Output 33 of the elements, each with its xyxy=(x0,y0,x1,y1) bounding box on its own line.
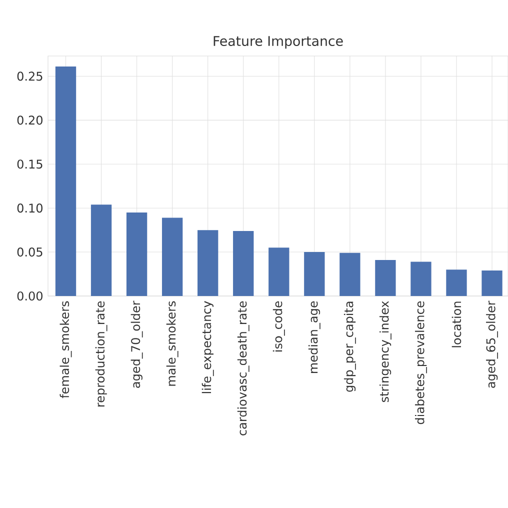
x-tick-label: diabetes_prevalence xyxy=(415,301,427,424)
bar xyxy=(410,262,432,296)
bar xyxy=(304,252,325,296)
x-tick-label: reproduction_rate xyxy=(95,301,108,406)
y-tick-label: 0.05 xyxy=(17,248,42,257)
x-tick-label: aged_65_older xyxy=(486,300,498,388)
bar xyxy=(233,230,254,296)
x-tick-label: gdp_per_capita xyxy=(344,302,356,392)
bar xyxy=(55,66,76,296)
x-tick-label: male_smokers xyxy=(166,301,178,386)
bar xyxy=(375,260,396,296)
y-tick-label: 0.20 xyxy=(17,116,42,125)
bar xyxy=(340,252,360,296)
bar xyxy=(482,270,502,296)
chart-title: Feature Importance xyxy=(214,36,343,49)
bar xyxy=(90,204,112,296)
x-tick-label: median_age xyxy=(308,301,320,373)
x-tick-label: stringency_index xyxy=(379,301,392,402)
bar xyxy=(126,212,148,296)
bar xyxy=(446,270,467,296)
y-tick-label: 0.00 xyxy=(17,291,42,301)
x-tick-label: iso_code xyxy=(272,301,285,352)
bar xyxy=(268,248,290,296)
x-tick-label: female_smokers xyxy=(60,301,72,398)
y-tick-label: 0.15 xyxy=(17,160,42,169)
bar xyxy=(198,230,218,296)
x-tick-label: location xyxy=(452,302,462,348)
bar xyxy=(162,218,183,296)
x-tick-label: life_expectancy xyxy=(202,301,214,394)
x-tick-label: cardiovasc_death_rate xyxy=(237,301,250,436)
y-tick-label: 0.25 xyxy=(17,72,42,81)
y-tick-label: 0.10 xyxy=(17,204,42,213)
x-tick-label: aged_70_older xyxy=(130,300,143,388)
